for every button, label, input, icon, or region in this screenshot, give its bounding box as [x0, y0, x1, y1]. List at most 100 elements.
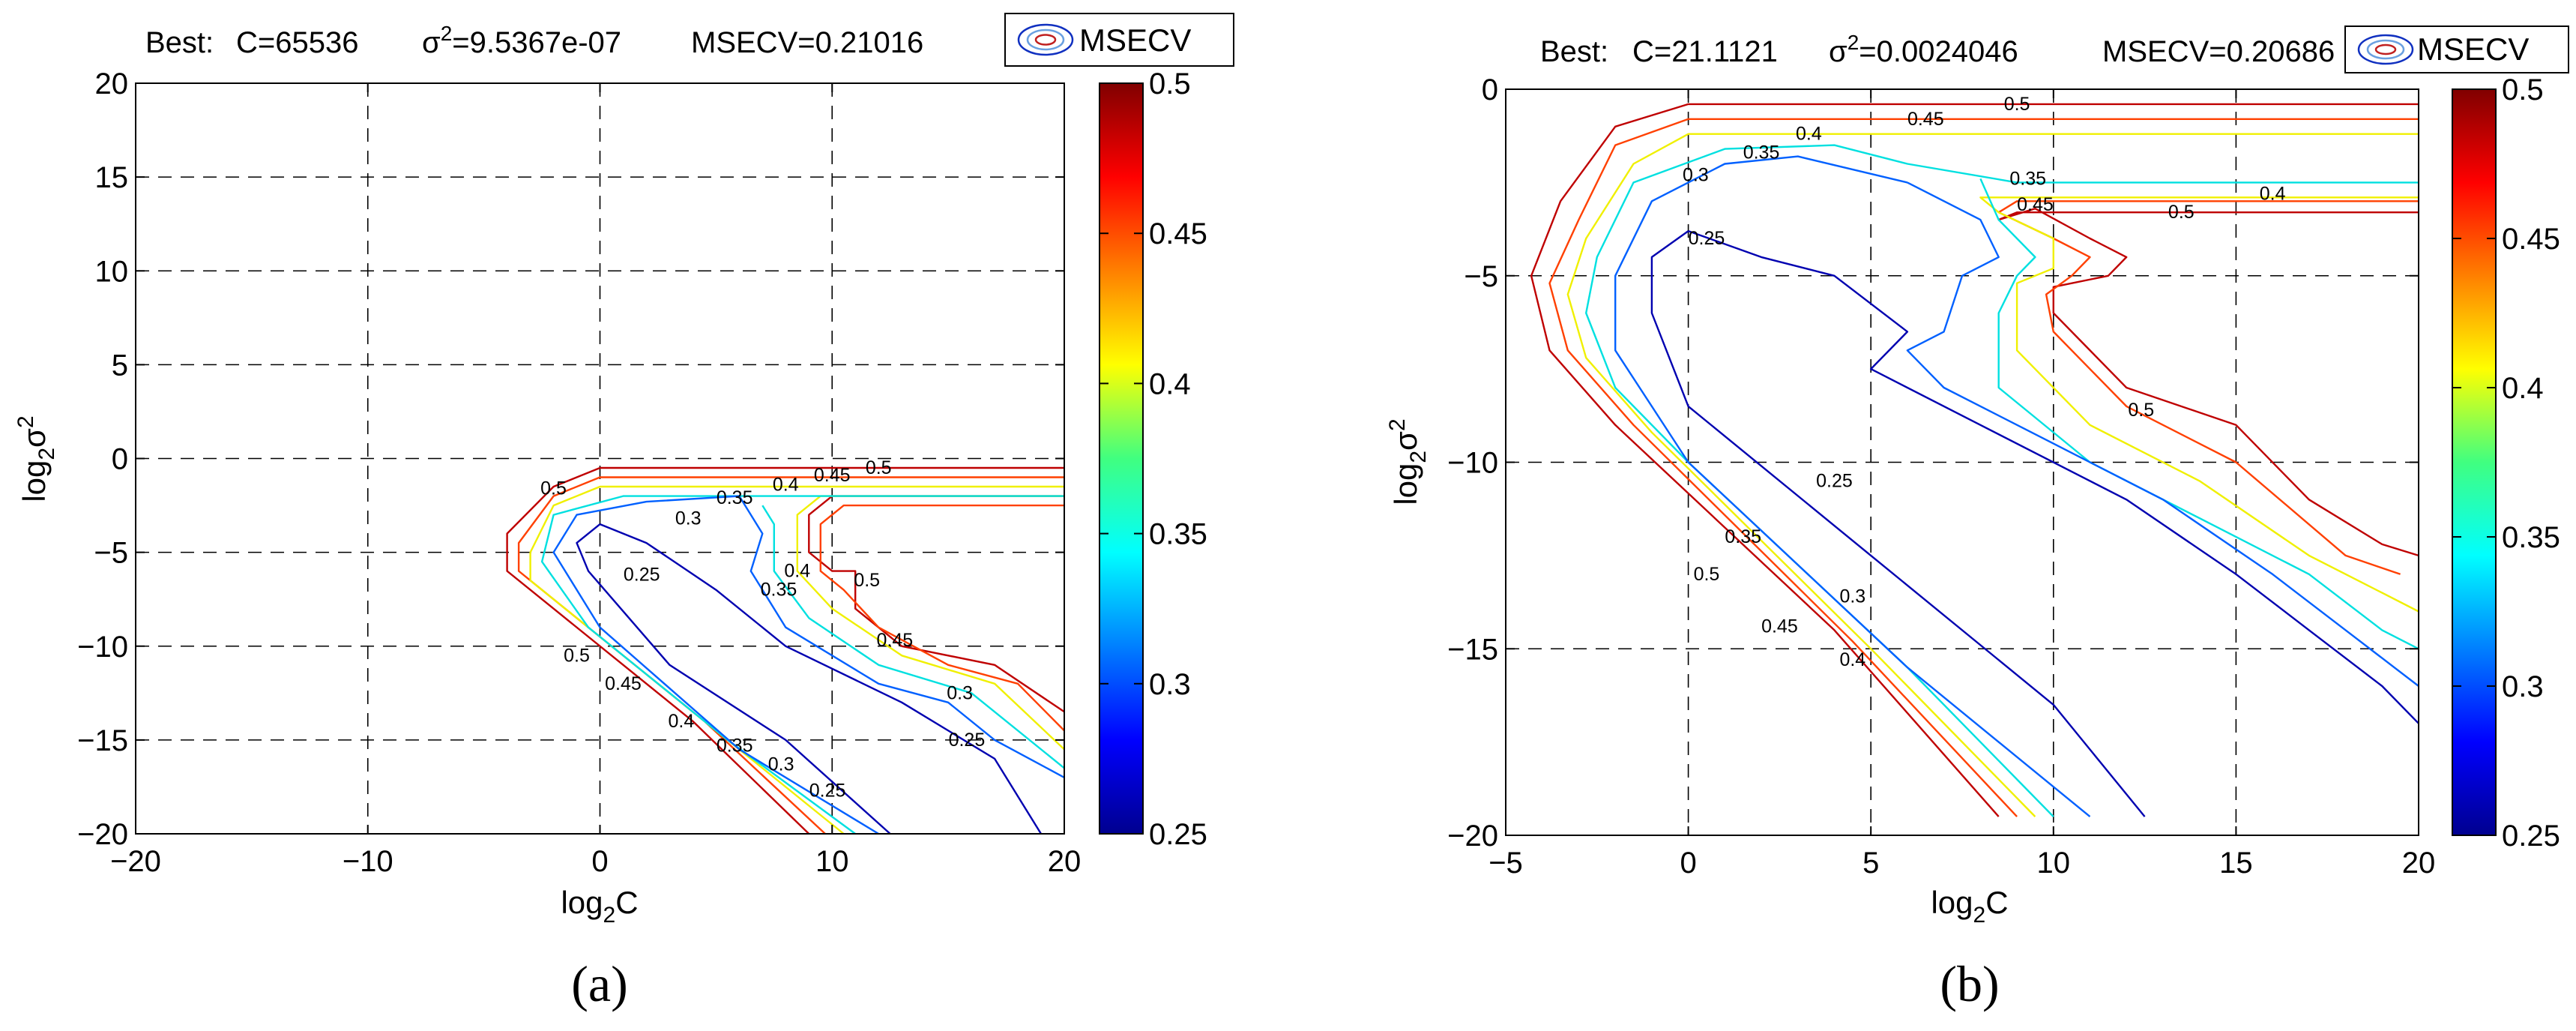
contour-label: 0.25: [1689, 228, 1725, 249]
contour-line-0-3: [1906, 181, 2419, 687]
contour-label: 0.4: [669, 711, 695, 732]
x-tick-label: 10: [815, 845, 849, 878]
x-tick-label: −5: [1488, 847, 1523, 880]
x-tick-label: 0: [591, 845, 608, 878]
contour-line-0-3: [1614, 155, 2091, 818]
panel-a-legend-label: MSECV: [1079, 22, 1191, 58]
contour-line-0-3: [552, 495, 879, 835]
contour-label: 0.35: [761, 580, 797, 601]
contour-line-0-35: [1979, 178, 2419, 650]
contour-label: 0.3: [675, 508, 702, 529]
panel-a-x-axis-label: log2C: [561, 885, 638, 928]
y-tick-label: −10: [77, 631, 128, 664]
panel-a-xlabel-base: log: [561, 885, 603, 920]
panel-a-plot-area: 0.5 0.5 0.45 0.4 0.35 0.3 0.25 0.4 0.35 0.5 0.45 0.…: [135, 82, 1065, 835]
contour-label: 0.3: [1683, 164, 1709, 185]
contour-line-0-25: [576, 523, 891, 835]
panel-b-label-text: (b): [1940, 955, 1999, 1012]
panel-b-y-tick-labels: −20 −15 −10 −5 0: [1447, 73, 1498, 853]
panel-a-title-sigma-base: σ: [422, 26, 441, 59]
x-tick-label: 20: [1048, 845, 1082, 878]
panel-a-title-msecv: MSECV=0.21016: [691, 26, 923, 59]
colorbar-tick-label: 0.35: [2502, 521, 2560, 554]
x-tick-label: 15: [2219, 847, 2253, 880]
x-tick-label: 0: [1680, 847, 1696, 880]
y-tick-label: −15: [77, 724, 128, 757]
panel-b-title-c: C=21.1121: [1632, 35, 1778, 68]
panel-b-label: (b): [1940, 955, 1999, 1012]
panel-b-xlabel-tail: C: [1985, 885, 2008, 920]
x-tick-label: 20: [2402, 847, 2436, 880]
contour-label: 0.45: [814, 465, 851, 486]
contour-line-0-3: [738, 495, 1065, 778]
colorbar-tick-label: 0.3: [1149, 668, 1191, 701]
colorbar-tick-label: 0.25: [1149, 818, 1207, 851]
panel-b-title-sigma-base: σ: [1829, 35, 1847, 68]
colorbar-tick-label: 0.45: [2502, 223, 2560, 256]
panel-a-xlabel-sub: 2: [603, 903, 616, 928]
contour-line-0-45: [1997, 200, 2419, 575]
y-tick-label: −20: [1447, 820, 1498, 853]
panel-a-xlabel-tail: C: [615, 885, 638, 920]
panel-a-x-tick-labels: −20 −10 0 10 20: [110, 845, 1081, 878]
contour-label: 0.25: [624, 565, 660, 586]
contour-label: 0.35: [2009, 168, 2046, 189]
panel-a-contours: [506, 466, 1065, 835]
contour-label: 0.25: [809, 780, 846, 801]
x-tick-label: 10: [2037, 847, 2071, 880]
panel-b-x-tick-labels: −5 0 5 10 15 20: [1488, 847, 2435, 880]
contour-label: 0.3: [947, 682, 973, 703]
contour-label: 0.5: [1694, 564, 1720, 585]
contour-label: 0.4: [1839, 649, 1865, 670]
panel-a-label: (a): [571, 955, 627, 1012]
contour-label: 0.45: [1761, 616, 1798, 637]
contour-label: 0.45: [877, 630, 914, 651]
contour-label: 0.45: [1907, 109, 1944, 130]
panel-b-contour-labels: 0.50.450.40.350.30.250.350.45 0.50.40.50.…: [1683, 94, 2286, 670]
contour-label: 0.35: [1743, 142, 1780, 163]
contour-line-0-5: [506, 466, 1064, 835]
contour-line-0-5: [808, 495, 1065, 713]
panel-a-colorbar-ticks: 0.25 0.3 0.35 0.4 0.45 0.5: [1100, 67, 1207, 851]
panel-b-colorbar-gradient: [2452, 88, 2497, 836]
panel-b-legend-contour-icon: [2357, 34, 2414, 65]
contour-label: 0.5: [2004, 94, 2030, 115]
panel-b-ticks: [1505, 88, 2419, 836]
contour-line-0-5: [1530, 103, 2419, 817]
colorbar-tick-label: 0.4: [1149, 367, 1191, 400]
y-tick-label: −10: [1447, 447, 1498, 480]
panel-b-xlabel-sub: 2: [1973, 903, 1986, 928]
contour-line-0-35: [540, 495, 1064, 835]
panel-a-legend-box: [1004, 13, 1234, 67]
contour-label: 0.5: [540, 478, 567, 499]
panel-a-colorbar: 0.25 0.3 0.35 0.4 0.45 0.5: [1099, 67, 1207, 851]
panel-b-x-axis-label: log2C: [1931, 885, 2008, 928]
colorbar-tick-label: 0.4: [2502, 372, 2544, 405]
contour-label: 0.5: [2168, 202, 2195, 223]
contour-label: 0.4: [773, 475, 799, 496]
panel-b-ylabel-base: log: [1388, 463, 1423, 505]
panel-b-ylabel-tail: σ: [1388, 431, 1423, 451]
colorbar-tick-label: 0.45: [1149, 217, 1207, 250]
y-tick-label: −5: [1464, 260, 1498, 293]
contour-label: 0.5: [866, 457, 892, 478]
panel-a-contour-labels: 0.5 0.5 0.45 0.4 0.35 0.3 0.25 0.4 0.35 0.5 0.45 0.…: [540, 457, 985, 801]
contour-label: 0.5: [564, 645, 590, 666]
contour-label: 0.35: [717, 735, 753, 756]
contour-line-0-45: [819, 504, 1065, 732]
contour-label: 0.35: [1725, 526, 1761, 547]
contour-label: 0.25: [949, 730, 986, 751]
contour-line-0-5: [1997, 208, 2419, 557]
panel-a-gridlines: [136, 83, 1064, 834]
panel-b-title-msecv: MSECV=0.20686: [2102, 35, 2335, 68]
panel-a-y-axis-label: log2σ2: [13, 415, 59, 502]
contour-label: 0.5: [2128, 400, 2154, 421]
panel-a-legend: MSECV: [1004, 13, 1234, 67]
panel-a-colorbar-gradient: [1099, 82, 1144, 835]
panel-a-title-sigma: σ2=9.5367e-07: [422, 22, 621, 59]
panel-a-ylabel-tail: σ: [16, 428, 52, 448]
panel-b-colorbar-ticks: 0.25 0.3 0.35 0.4 0.45 0.5: [2452, 73, 2560, 853]
panel-a-label-text: (a): [571, 955, 627, 1012]
panel-a-ylabel-sup: 2: [13, 415, 38, 428]
